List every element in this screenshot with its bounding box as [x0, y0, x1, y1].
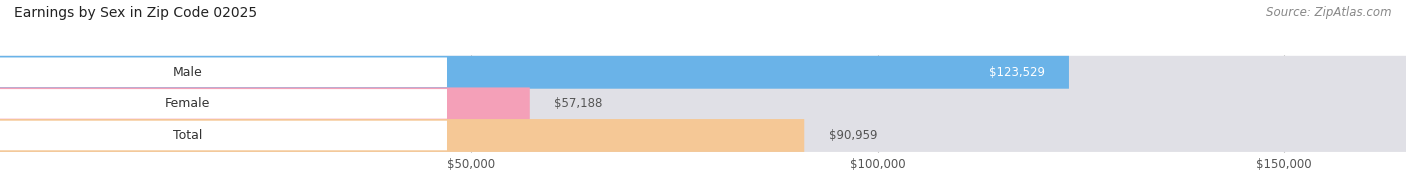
Text: Total: Total: [173, 129, 202, 142]
Text: Earnings by Sex in Zip Code 02025: Earnings by Sex in Zip Code 02025: [14, 6, 257, 20]
Text: $123,529: $123,529: [988, 66, 1045, 79]
FancyBboxPatch shape: [0, 56, 1069, 89]
Text: Source: ZipAtlas.com: Source: ZipAtlas.com: [1267, 6, 1392, 19]
FancyBboxPatch shape: [0, 56, 1406, 89]
Text: Female: Female: [165, 97, 211, 110]
FancyBboxPatch shape: [0, 57, 447, 87]
FancyBboxPatch shape: [0, 87, 1406, 120]
Text: Male: Male: [173, 66, 202, 79]
FancyBboxPatch shape: [0, 119, 1406, 152]
FancyBboxPatch shape: [0, 87, 530, 120]
Text: $90,959: $90,959: [828, 129, 877, 142]
Text: $57,188: $57,188: [554, 97, 603, 110]
FancyBboxPatch shape: [0, 119, 804, 152]
FancyBboxPatch shape: [0, 121, 447, 150]
FancyBboxPatch shape: [0, 89, 447, 119]
